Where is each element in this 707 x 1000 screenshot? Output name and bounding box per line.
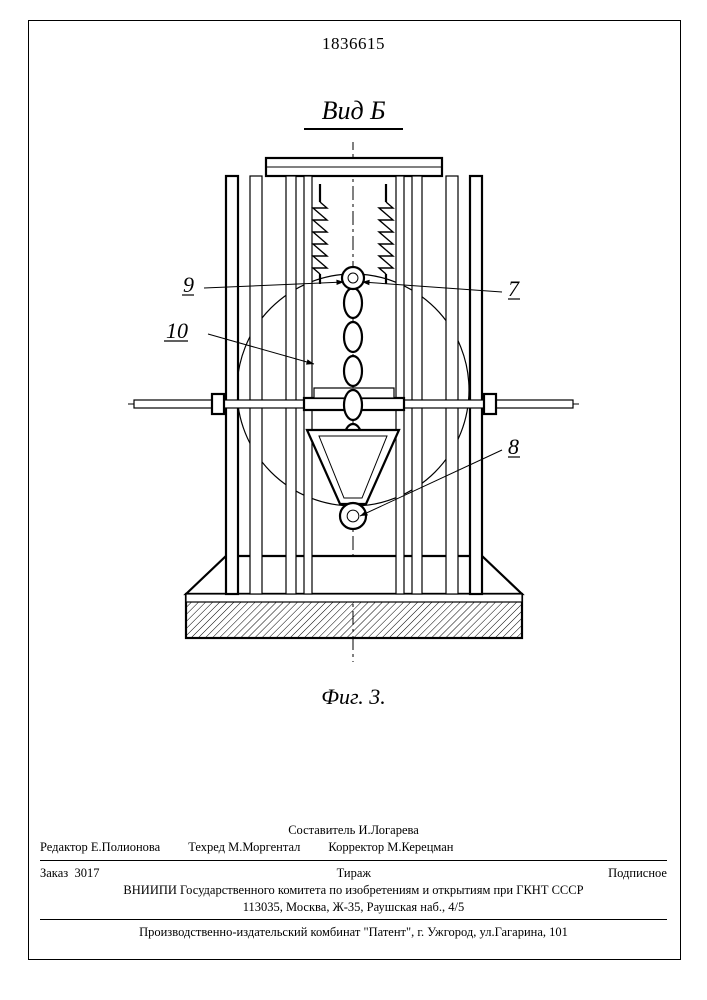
compiler-label: Составитель	[288, 823, 355, 837]
figure-caption: Фиг. 3.	[0, 684, 707, 710]
org-line-1: ВНИИПИ Государственного комитета по изоб…	[40, 882, 667, 899]
editor-name: Е.Полионова	[91, 840, 160, 854]
editor-label: Редактор	[40, 840, 88, 854]
org-addr-1: 113035, Москва, Ж-35, Раушская наб., 4/5	[40, 899, 667, 916]
tech-name: М.Моргентал	[228, 840, 300, 854]
order-label: Заказ	[40, 866, 68, 880]
order-number: 3017	[74, 866, 99, 880]
subscription-label: Подписное	[608, 865, 667, 882]
divider	[40, 860, 667, 861]
divider	[40, 919, 667, 920]
compiler-name: И.Логарева	[358, 823, 418, 837]
svg-text:8: 8	[508, 434, 519, 459]
tech-label: Техред	[188, 840, 225, 854]
view-label-text: Вид Б	[304, 96, 404, 130]
svg-text:9: 9	[183, 272, 194, 297]
view-label: Вид Б	[0, 96, 707, 130]
corrector-label: Корректор	[328, 840, 384, 854]
publication-credits: Составитель И.Логарева Редактор Е.Полион…	[40, 822, 667, 941]
svg-text:7: 7	[508, 276, 520, 301]
org-line-2: Производственно-издательский комбинат "П…	[40, 924, 667, 941]
svg-text:10: 10	[166, 318, 188, 343]
figure-diagram: 9 10 7 8	[128, 142, 579, 662]
patent-number: 1836615	[0, 34, 707, 54]
corrector-name: М.Керецман	[387, 840, 453, 854]
tirazh-label: Тираж	[337, 865, 371, 882]
